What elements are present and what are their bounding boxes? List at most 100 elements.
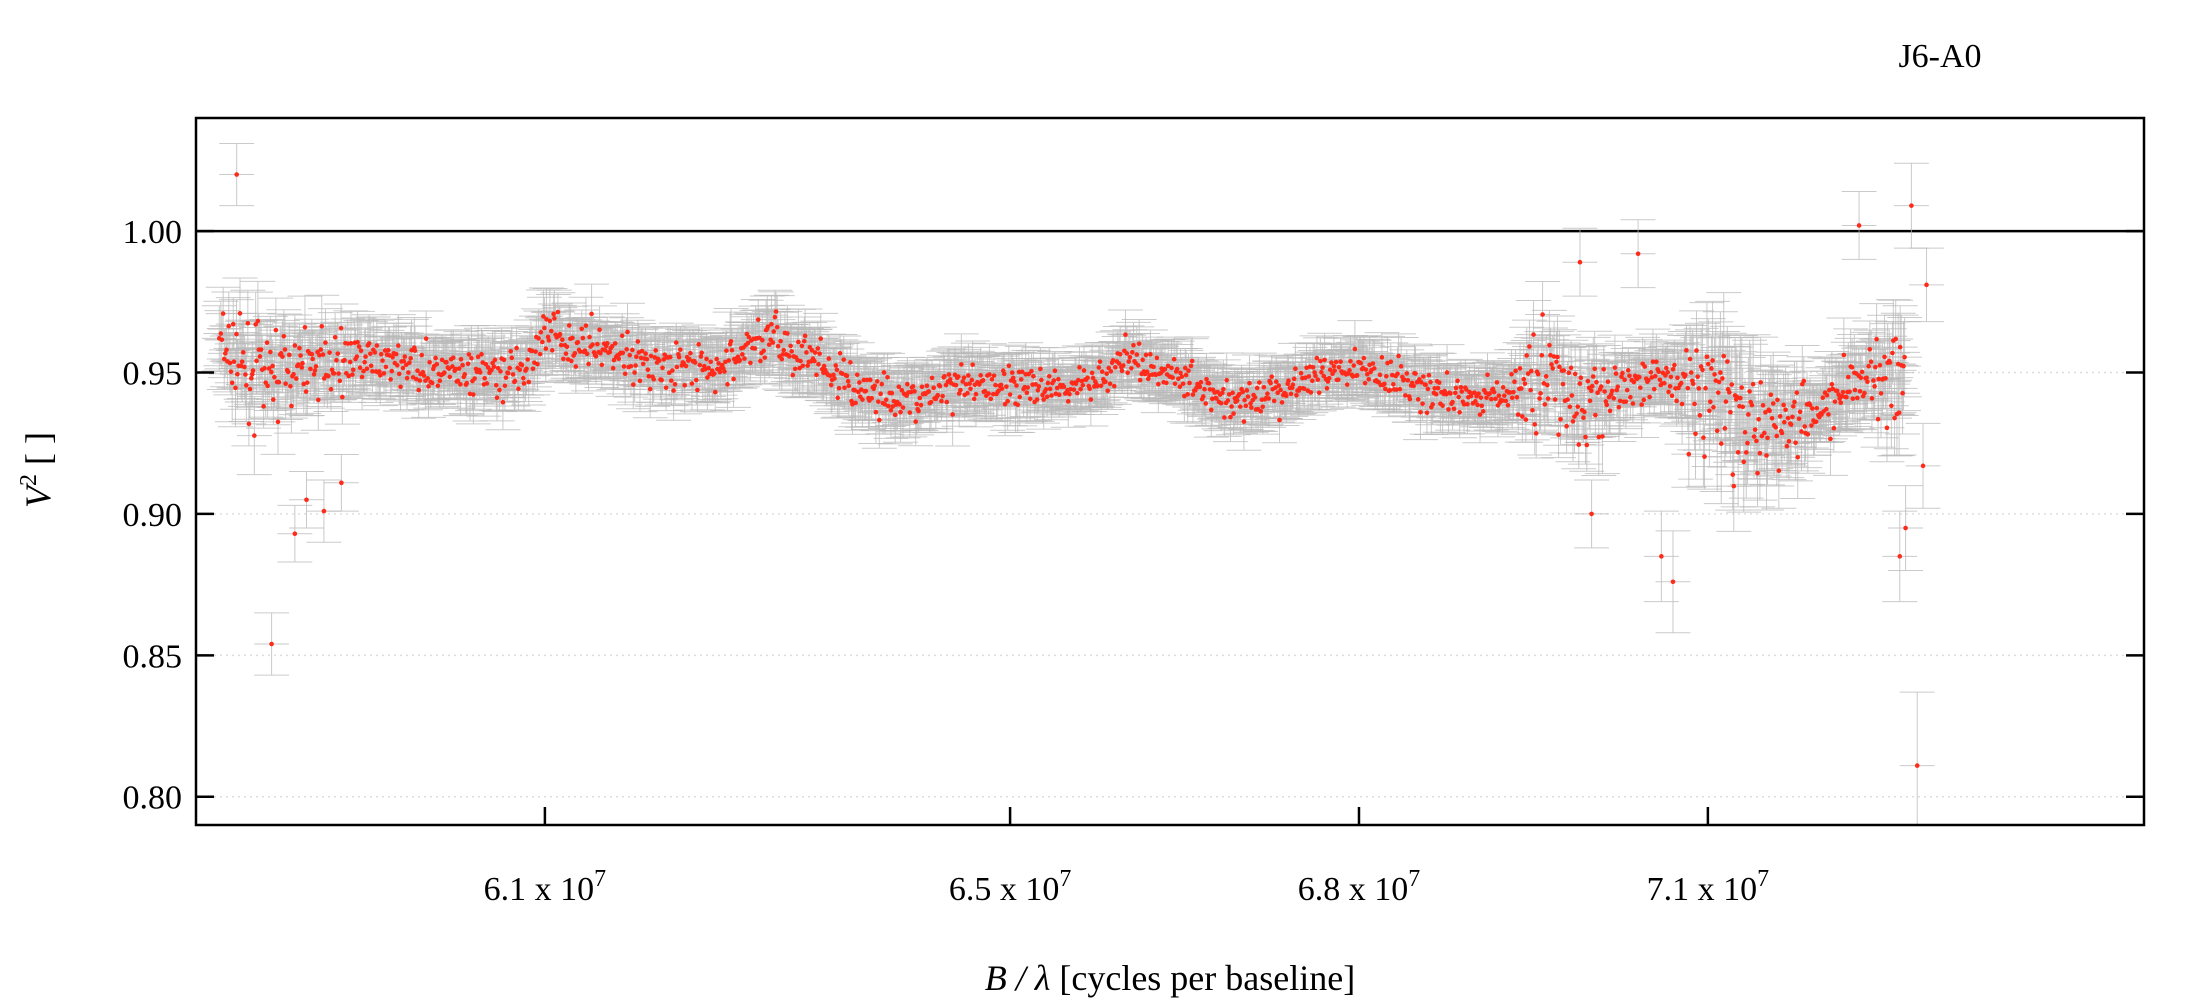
data-point	[696, 342, 701, 347]
data-point	[1666, 389, 1671, 395]
data-point	[1617, 398, 1623, 404]
data-point	[1667, 383, 1673, 389]
data-point	[219, 337, 225, 343]
data-point	[1796, 416, 1802, 422]
data-point	[378, 373, 383, 378]
data-point	[860, 397, 865, 402]
data-point	[335, 351, 341, 356]
data-point	[805, 363, 810, 368]
data-point	[268, 349, 273, 355]
data-point	[1333, 359, 1339, 365]
data-point	[667, 354, 673, 360]
x-tick-label: 6.8 x 107	[1298, 866, 1421, 908]
data-point	[1396, 353, 1401, 359]
data-point	[1826, 412, 1831, 417]
data-point	[1488, 396, 1494, 402]
data-point	[533, 349, 538, 354]
data-point	[802, 333, 808, 339]
data-point	[243, 372, 248, 377]
data-point	[999, 386, 1005, 391]
data-point	[1363, 367, 1369, 372]
data-point	[640, 361, 646, 367]
data-point	[1288, 391, 1294, 397]
data-point	[1403, 393, 1408, 398]
data-point	[584, 351, 590, 357]
data-point	[544, 316, 549, 322]
data-point	[1231, 411, 1236, 416]
x-tick-label: 6.5 x 107	[949, 866, 1072, 908]
data-point	[272, 374, 277, 380]
data-point	[1046, 373, 1052, 379]
data-point	[1049, 393, 1054, 398]
data-point	[1131, 342, 1136, 348]
data-point	[1705, 361, 1711, 367]
data-point	[646, 373, 652, 379]
data-point	[354, 354, 360, 359]
data-point	[1320, 365, 1325, 370]
data-point	[1714, 428, 1720, 434]
data-point	[228, 369, 234, 374]
x-axis-title-main: B / λ	[985, 958, 1051, 998]
data-point	[792, 366, 798, 372]
data-point	[535, 361, 540, 367]
data-point	[1244, 388, 1250, 393]
data-point	[1177, 384, 1183, 390]
data-point	[1531, 332, 1536, 337]
data-point	[1171, 356, 1177, 362]
data-point	[1642, 364, 1648, 369]
data-point	[1525, 371, 1531, 376]
data-point	[637, 378, 643, 384]
data-point	[1775, 397, 1780, 403]
data-point	[1478, 395, 1484, 400]
data-point	[407, 360, 412, 366]
data-point	[958, 387, 963, 393]
data-point	[948, 377, 953, 382]
data-point	[1624, 387, 1630, 393]
data-point	[789, 349, 794, 354]
data-point	[1197, 384, 1203, 390]
data-point	[1694, 348, 1699, 353]
data-point	[1814, 405, 1820, 411]
data-point	[402, 354, 408, 359]
data-point	[433, 355, 438, 361]
data-point	[905, 381, 910, 387]
data-point	[876, 399, 881, 404]
data-point	[1043, 387, 1049, 392]
data-point	[233, 385, 238, 391]
data-point	[1047, 386, 1053, 392]
data-point	[1664, 365, 1669, 371]
data-point	[1718, 370, 1723, 375]
data-point	[1271, 398, 1277, 404]
data-point	[383, 364, 389, 370]
data-point	[1700, 367, 1705, 373]
data-point	[1773, 425, 1779, 430]
data-point	[705, 375, 710, 380]
data-point	[442, 370, 447, 375]
data-point	[429, 380, 435, 386]
data-point	[1864, 375, 1869, 381]
data-point	[1391, 381, 1396, 387]
data-point	[1807, 402, 1813, 408]
x-tick-label-mantissa: 6.1 x 10	[484, 871, 595, 908]
data-point	[963, 382, 969, 387]
data-point	[834, 367, 840, 372]
data-point	[1377, 372, 1383, 378]
data-point	[1220, 390, 1225, 396]
data-point	[1243, 403, 1249, 409]
data-point	[1247, 380, 1252, 386]
data-point	[1745, 440, 1750, 446]
data-point	[1327, 367, 1333, 373]
data-point	[1310, 378, 1315, 384]
data-point	[1735, 450, 1741, 455]
data-point	[1799, 429, 1804, 434]
data-point	[698, 354, 704, 359]
data-point	[597, 327, 602, 332]
data-point	[347, 359, 353, 365]
data-point	[991, 373, 997, 378]
data-point	[299, 365, 305, 370]
data-point	[266, 366, 272, 371]
data-point	[946, 372, 952, 377]
data-point	[1548, 352, 1553, 358]
data-point	[1560, 381, 1566, 387]
data-point	[1665, 369, 1670, 375]
